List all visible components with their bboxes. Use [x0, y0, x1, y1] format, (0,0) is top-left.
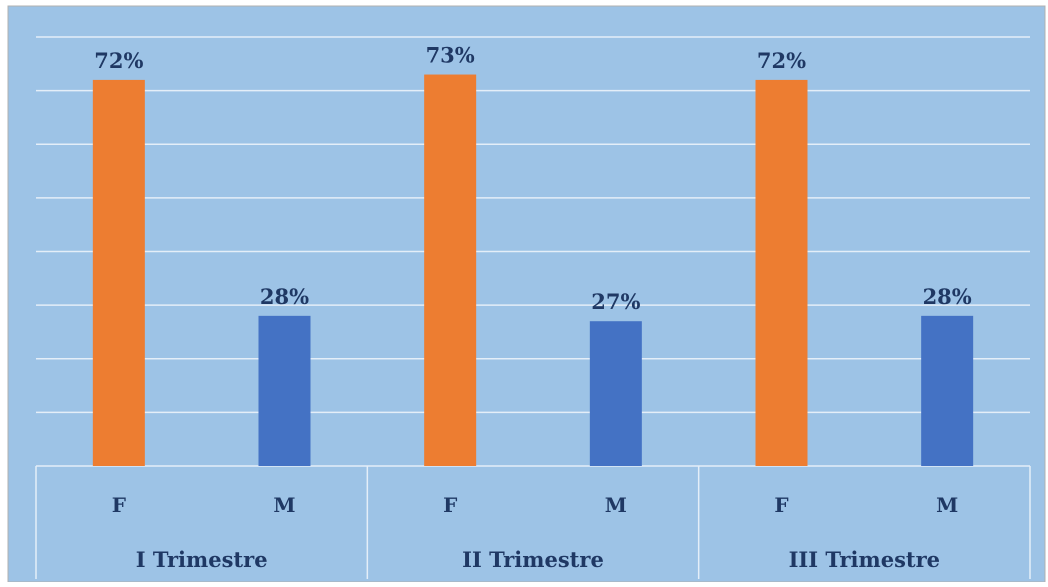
group-label: I Trimestre — [136, 547, 268, 572]
bar-f-group-1 — [92, 79, 145, 467]
chart-background — [7, 5, 1046, 583]
bar-f-group-2 — [424, 74, 477, 466]
category-tick-label: M — [605, 493, 627, 517]
data-label: 73% — [426, 43, 475, 68]
category-tick-label: M — [273, 493, 295, 517]
data-label: 28% — [260, 284, 309, 309]
category-tick-label: F — [112, 493, 126, 517]
group-label: II Trimestre — [462, 547, 604, 572]
data-label: 72% — [757, 48, 806, 73]
bar-m-group-1 — [258, 315, 311, 466]
data-label: 72% — [94, 48, 143, 73]
bar-f-group-3 — [755, 79, 808, 467]
bar-m-group-2 — [589, 321, 642, 466]
bar-m-group-3 — [921, 315, 974, 466]
category-tick-label: F — [443, 493, 457, 517]
category-tick-label: M — [936, 493, 958, 517]
data-label: 28% — [923, 284, 972, 309]
category-tick-label: F — [774, 493, 788, 517]
data-label: 27% — [591, 289, 640, 314]
group-label: III Trimestre — [789, 547, 940, 572]
